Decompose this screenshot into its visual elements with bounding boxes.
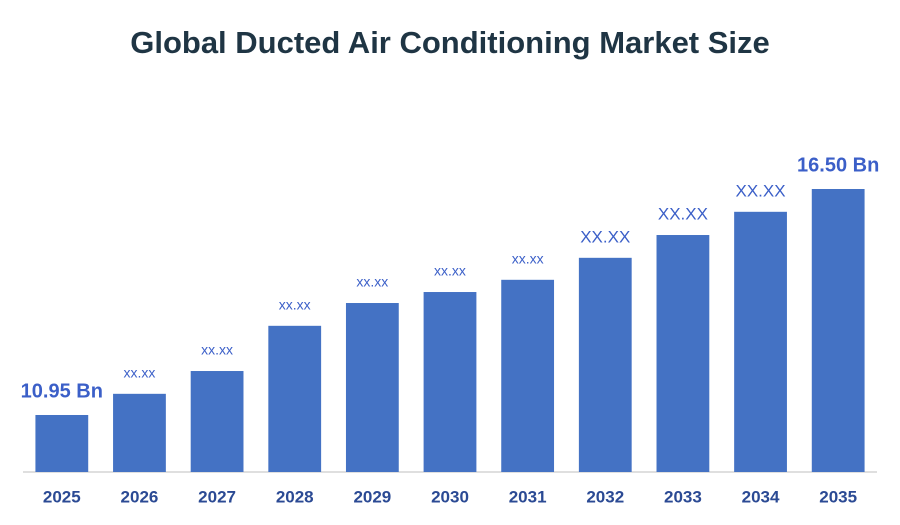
x-tick-label: 2031 <box>509 487 547 506</box>
x-tick-label: 2026 <box>121 487 159 506</box>
bar <box>113 393 166 472</box>
bar <box>734 211 787 472</box>
x-tick-label: 2027 <box>198 487 236 506</box>
x-tick-label: 2028 <box>276 487 314 506</box>
data-label: xx.xx <box>124 365 156 381</box>
bar <box>501 279 555 472</box>
data-label: 10.95 Bn <box>21 380 103 402</box>
bar <box>656 235 710 472</box>
data-label: XX.XX <box>580 227 630 246</box>
bar <box>578 257 632 472</box>
bar <box>811 189 865 472</box>
x-tick-label: 2025 <box>43 487 81 506</box>
data-label: xx.xx <box>356 274 388 290</box>
data-label: xx.xx <box>512 251 544 267</box>
bar <box>345 303 399 472</box>
x-tick-label: 2035 <box>819 487 857 506</box>
x-tick-label: 2033 <box>664 487 702 506</box>
bar <box>268 325 322 472</box>
x-tick-label: 2029 <box>353 487 391 506</box>
data-label: 16.50 Bn <box>797 154 879 176</box>
x-tick-label: 2034 <box>742 487 780 506</box>
bar <box>35 414 89 472</box>
bar <box>423 292 477 472</box>
data-label: XX.XX <box>735 181 785 200</box>
bar <box>190 371 244 472</box>
data-label: xx.xx <box>434 263 466 279</box>
chart-title: Global Ducted Air Conditioning Market Si… <box>130 25 770 60</box>
x-tick-label: 2032 <box>586 487 624 506</box>
x-tick-label: 2030 <box>431 487 469 506</box>
data-label: xx.xx <box>279 297 311 313</box>
data-label: XX.XX <box>658 205 708 224</box>
data-label: xx.xx <box>201 342 233 358</box>
